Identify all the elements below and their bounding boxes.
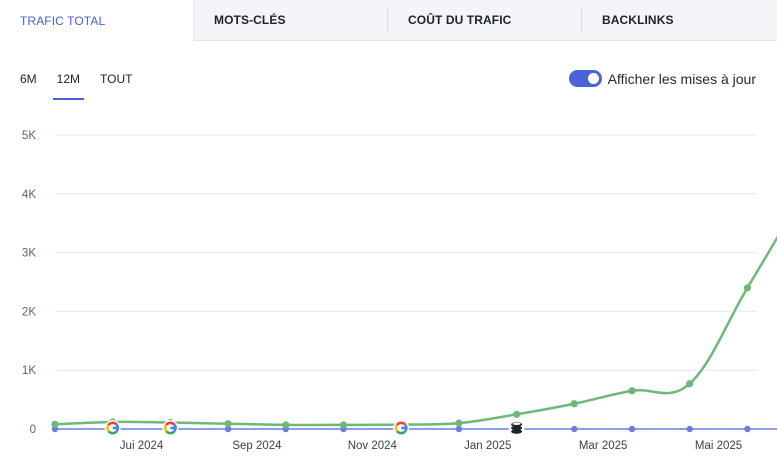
traffic-point: [743, 284, 752, 292]
google-arc: [163, 424, 168, 433]
chart-series: [51, 233, 777, 433]
traffic-point: [570, 400, 578, 408]
google-arc: [106, 424, 110, 433]
tab-label: TRAFIC TOTAL: [20, 13, 106, 28]
x-tick-label: Nov 2024: [348, 440, 398, 452]
range-6m[interactable]: 6M: [20, 72, 37, 86]
google-update-icon: [162, 420, 179, 436]
x-tick-label: Mai 2025: [695, 440, 742, 452]
traffic-point: [224, 420, 232, 428]
traffic-point: [339, 421, 348, 429]
updates-toggle[interactable]: [568, 70, 602, 87]
baseline-point: [455, 425, 463, 433]
range-selector: 6M 12M TOUT: [20, 72, 133, 100]
google-arc: [107, 421, 118, 426]
chart-grid: [55, 134, 757, 430]
x-tick-label: Mar 2025: [579, 440, 628, 452]
y-tick-label: 3K: [22, 248, 36, 260]
google-arc: [165, 421, 176, 426]
traffic-point: [455, 419, 463, 427]
y-tick-label: 5K: [22, 130, 36, 142]
baseline-point: [628, 425, 636, 433]
db-disc: [511, 429, 523, 434]
google-bar: [170, 426, 177, 430]
traffic-point: [513, 410, 521, 418]
toggle-knob: [587, 73, 599, 84]
tab-bar: TRAFIC TOTAL MOTS-CLÉS COÛT DU TRAFIC BA…: [0, 0, 777, 41]
tab-cout-du-trafic[interactable]: COÛT DU TRAFIC: [388, 0, 582, 40]
google-bar: [401, 426, 407, 430]
y-tick-label: 2K: [22, 306, 36, 318]
baseline-point: [224, 425, 232, 433]
y-tick-label: 1K: [22, 365, 36, 377]
google-arc: [107, 430, 118, 435]
traffic-point: [282, 421, 290, 429]
baseline-point: [744, 425, 751, 433]
tab-backlinks[interactable]: BACKLINKS: [582, 0, 777, 40]
y-axis: 0 1K 2K 3K 4K 5K: [22, 130, 36, 436]
traffic-point: [686, 380, 694, 388]
updates-toggle-label: Afficher les mises à jour: [607, 70, 756, 87]
range-tout[interactable]: TOUT: [100, 72, 133, 86]
google-arc: [395, 421, 407, 426]
baseline-point: [686, 425, 693, 433]
x-tick-label: Jan 2025: [464, 440, 511, 452]
series-line-traffic: [54, 235, 777, 427]
x-axis: Jui 2024 Sep 2024 Nov 2024 Jan 2025 Mar 2025…: [120, 440, 742, 452]
baseline-point: [571, 425, 578, 433]
google-arc: [394, 424, 399, 433]
google-arc: [396, 430, 407, 435]
x-tick-label: Jui 2024: [120, 440, 164, 452]
series-line-halo: [54, 233, 777, 428]
db-top: [512, 422, 521, 425]
range-12m[interactable]: 12M: [52, 72, 85, 100]
tab-label: COÛT DU TRAFIC: [408, 13, 512, 27]
traffic-point: [628, 387, 636, 395]
tab-label: BACKLINKS: [602, 13, 674, 27]
tab-label: MOTS-CLÉS: [214, 13, 286, 27]
db-disc: [511, 425, 523, 431]
google-arc: [165, 430, 176, 435]
x-tick-label: Sep 2024: [232, 440, 282, 452]
google-bar: [112, 426, 119, 430]
y-tick-label: 4K: [22, 189, 36, 201]
tab-mots-cles[interactable]: MOTS-CLÉS: [194, 0, 388, 40]
google-update-icon: [104, 420, 121, 436]
database-update-icon: [508, 420, 525, 436]
update-markers: [104, 420, 525, 436]
traffic-point: [51, 420, 59, 428]
google-update-icon: [393, 420, 410, 436]
updates-toggle-group: Afficher les mises à jour: [568, 70, 756, 87]
y-tick-label: 0: [30, 424, 36, 436]
tab-trafic-total[interactable]: TRAFIC TOTAL: [0, 0, 194, 41]
